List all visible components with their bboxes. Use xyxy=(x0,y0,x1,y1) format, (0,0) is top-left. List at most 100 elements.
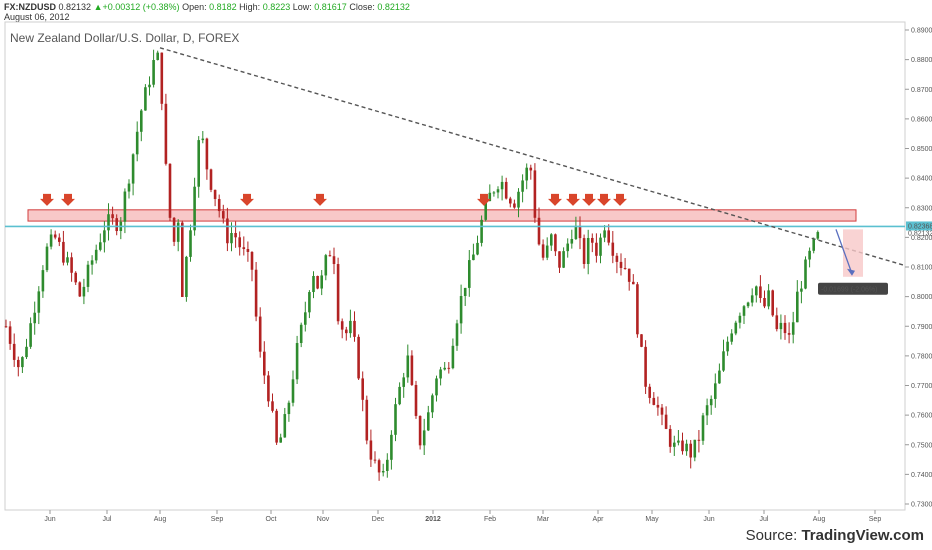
candle-body xyxy=(586,237,590,264)
resistance-zone xyxy=(27,209,857,222)
candle-body xyxy=(504,181,508,199)
x-tick-label: 2012 xyxy=(425,516,441,523)
last-price-tag xyxy=(906,221,932,231)
candle-body xyxy=(681,440,684,452)
candle-body xyxy=(230,233,233,244)
x-tick-label: Mar xyxy=(537,516,550,523)
candle-body xyxy=(316,275,319,289)
candle-body xyxy=(74,272,77,283)
candle-body xyxy=(607,230,610,243)
candle-body xyxy=(574,225,578,240)
candle-body xyxy=(144,87,147,111)
candle-body xyxy=(701,415,705,441)
candle-body xyxy=(603,230,606,238)
candle-body xyxy=(189,230,192,257)
x-tick-label: May xyxy=(645,516,659,523)
candle-body xyxy=(705,405,709,416)
x-tick-label: Jun xyxy=(703,516,714,523)
candle-body xyxy=(480,219,483,243)
candle-body xyxy=(156,52,159,61)
candle-body xyxy=(660,407,664,415)
candle-body xyxy=(566,243,569,252)
candle-body xyxy=(767,290,770,307)
candle-body xyxy=(623,267,627,269)
x-tick-label: Sep xyxy=(869,516,882,523)
candle-body xyxy=(644,346,647,387)
candle-body xyxy=(562,251,565,268)
candle-body xyxy=(509,198,512,204)
candle-body xyxy=(709,398,713,406)
candle-body xyxy=(488,192,492,202)
candle-body xyxy=(550,234,553,246)
candle-body xyxy=(386,459,389,471)
candle-body xyxy=(640,334,643,347)
open-value: 0.8182 xyxy=(209,2,237,12)
candle-body xyxy=(742,306,746,316)
x-tick-label: Sep xyxy=(211,516,224,523)
measure-arrowhead xyxy=(847,268,855,276)
candle-body xyxy=(648,386,651,398)
candle-body xyxy=(250,251,254,270)
candle-body xyxy=(394,404,397,435)
candle-body xyxy=(656,404,660,408)
source-prefix: Source: xyxy=(745,527,802,544)
x-tick-label: Apr xyxy=(593,516,605,523)
candle-body xyxy=(176,222,180,242)
candle-body xyxy=(349,320,352,334)
candle-body xyxy=(783,322,787,334)
last-price: 0.82132 xyxy=(58,2,92,12)
candle-body xyxy=(677,440,680,443)
candle-body xyxy=(816,232,820,239)
candle-body xyxy=(459,295,463,324)
candle-body xyxy=(111,214,114,219)
measure-label-bg xyxy=(818,282,888,295)
candle-body xyxy=(791,322,795,335)
candle-body xyxy=(578,225,582,239)
source-credit: Source: TradingView.com xyxy=(746,527,924,544)
candle-body xyxy=(558,251,561,268)
candle-body xyxy=(103,230,106,243)
candle-body xyxy=(21,357,24,368)
candle-body xyxy=(86,264,90,287)
sell-arrow-marker xyxy=(613,193,627,206)
candle-body xyxy=(545,245,549,258)
candle-body xyxy=(336,264,340,322)
candle-body xyxy=(410,355,414,385)
measure-label: -0.01699 (-2.06%) xyxy=(821,286,877,293)
candle-body xyxy=(299,324,303,344)
candle-body xyxy=(525,167,528,181)
last-price-sub: 0.82132 xyxy=(908,230,932,237)
candle-body xyxy=(746,302,750,307)
candle-body xyxy=(234,233,237,238)
candle-body xyxy=(152,60,155,85)
candle-body xyxy=(755,286,758,296)
x-tick-label: Feb xyxy=(484,516,496,523)
candle-body xyxy=(615,255,619,262)
candle-body xyxy=(287,402,291,415)
candle-body xyxy=(99,242,102,250)
candle-body xyxy=(714,383,717,399)
candle-body xyxy=(172,217,176,242)
candle-body xyxy=(787,333,791,335)
candle-body xyxy=(800,288,803,292)
candle-body xyxy=(312,275,315,293)
candle-body xyxy=(447,367,451,369)
candle-body xyxy=(492,192,496,194)
candle-body xyxy=(500,181,504,190)
candle-body xyxy=(431,395,434,413)
sell-arrow-marker xyxy=(548,193,562,206)
candle-body xyxy=(812,238,815,251)
candle-body xyxy=(140,110,143,132)
candle-body xyxy=(513,203,516,208)
candle-body xyxy=(33,312,36,324)
candle-body xyxy=(627,268,631,282)
measure-arrow xyxy=(835,229,853,274)
candle-body xyxy=(451,345,455,369)
candle-body xyxy=(181,222,184,297)
